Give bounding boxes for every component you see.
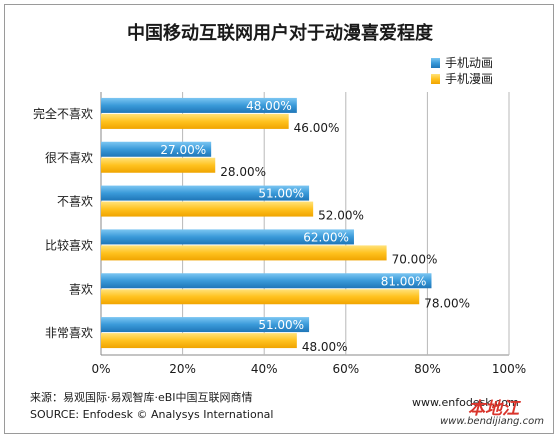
bar-series2	[101, 333, 297, 349]
data-label-series1: 48.00%	[246, 99, 292, 113]
x-tick-label: 100%	[492, 362, 526, 376]
category-label: 不喜欢	[57, 194, 93, 209]
bar-series2	[101, 245, 387, 261]
legend-label-series1: 手机动画	[445, 56, 493, 70]
category-label: 喜欢	[69, 281, 93, 296]
chart-title: 中国移动互联网用户对于动漫喜爱程度	[127, 23, 433, 44]
data-label-series1: 81.00%	[381, 274, 427, 288]
data-label-series2: 28.00%	[220, 165, 266, 179]
data-label-series2: 78.00%	[424, 296, 470, 310]
source-cn: 来源：易观国际·易观智库·eBI中国互联网商情	[30, 391, 253, 404]
legend-swatch-series1	[431, 58, 440, 68]
data-label-series2: 52.00%	[318, 209, 364, 223]
website-text: www.enfodesk.com	[412, 396, 519, 409]
category-label: 完全不喜欢	[33, 106, 93, 121]
bar-series1	[101, 229, 354, 245]
legend-swatch-series2	[431, 74, 440, 84]
bar-series1	[101, 97, 297, 113]
bar-series2	[101, 289, 420, 305]
data-label-series1: 51.00%	[258, 187, 304, 201]
data-label-series1: 27.00%	[160, 143, 206, 157]
data-label-series2: 48.00%	[302, 340, 348, 354]
bar-series1	[101, 141, 212, 157]
x-tick-label: 80%	[414, 362, 441, 376]
bar-series1	[101, 317, 310, 333]
x-tick-label: 60%	[332, 362, 359, 376]
bar-series1	[101, 185, 310, 201]
x-tick-label: 20%	[169, 362, 196, 376]
category-label: 很不喜欢	[45, 150, 93, 165]
data-label-series1: 62.00%	[303, 230, 349, 244]
legend-label-series2: 手机漫画	[445, 72, 493, 86]
bar-series2	[101, 157, 216, 173]
watermark-url: www.bendijiang.com	[440, 416, 544, 427]
x-tick-label: 0%	[91, 362, 110, 376]
data-label-series2: 70.00%	[392, 252, 438, 266]
bar-series2	[101, 201, 314, 217]
category-label: 比较喜欢	[45, 237, 93, 252]
chart-frame: 中国移动互联网用户对于动漫喜爱程度	[4, 4, 554, 434]
data-label-series1: 51.00%	[258, 318, 304, 332]
watermark-logo: 本地江	[468, 399, 519, 419]
category-label: 非常喜欢	[45, 325, 93, 340]
x-tick-label: 40%	[251, 362, 278, 376]
source-en: SOURCE: Enfodesk © Analysys Internationa…	[30, 408, 274, 421]
bar-series1	[101, 273, 432, 289]
bar-series2	[101, 113, 289, 129]
data-label-series2: 46.00%	[294, 121, 340, 135]
